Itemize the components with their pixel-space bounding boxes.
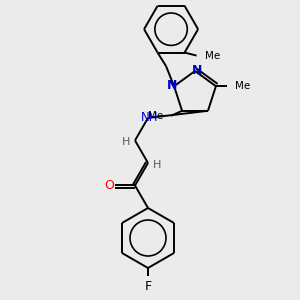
Text: F: F <box>144 280 152 293</box>
Text: NH: NH <box>141 111 159 124</box>
Text: Me: Me <box>205 51 220 61</box>
Text: N: N <box>167 79 177 92</box>
Text: Me: Me <box>235 81 250 91</box>
Text: N: N <box>192 64 202 76</box>
Text: Me: Me <box>148 111 163 121</box>
Text: O: O <box>104 179 114 192</box>
Text: H: H <box>122 137 130 148</box>
Text: H: H <box>153 160 161 170</box>
